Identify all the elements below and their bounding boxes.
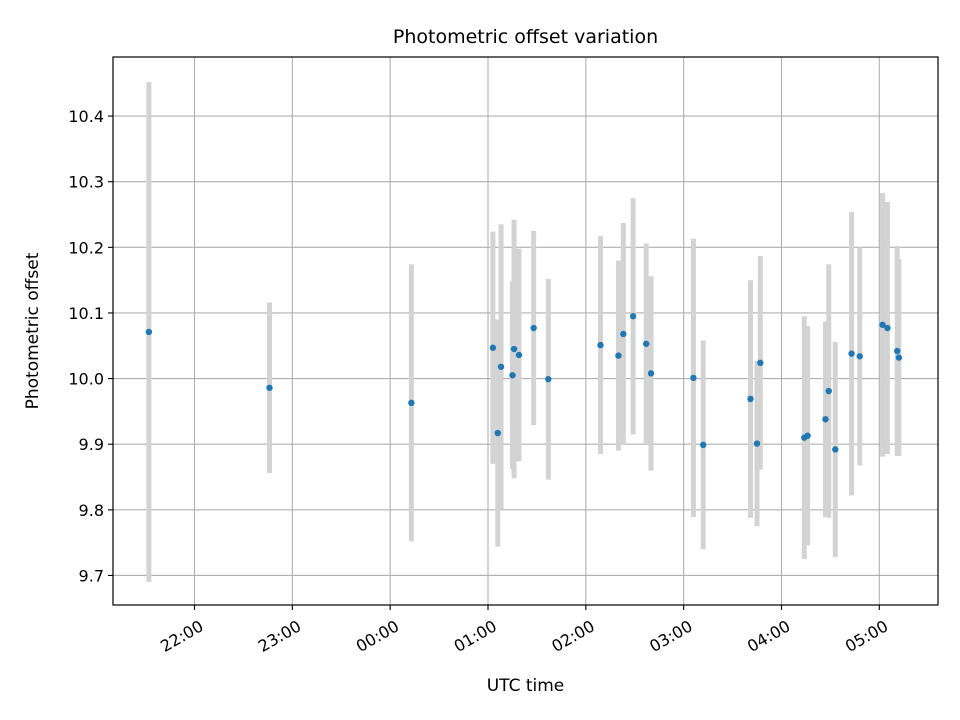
data-point	[884, 324, 891, 332]
data-point	[895, 354, 903, 361]
data-point	[856, 353, 863, 360]
y-tick-label: 9.9	[79, 435, 104, 454]
data-point	[545, 376, 552, 383]
y-tick-label: 9.7	[79, 566, 104, 585]
y-axis-title: Photometric offset	[23, 252, 43, 409]
data-point	[530, 324, 537, 332]
data-point	[515, 351, 523, 359]
data-point	[879, 321, 886, 328]
chart-title: Photometric offset variation	[393, 26, 658, 48]
data-point	[848, 350, 855, 357]
data-point	[642, 340, 650, 347]
data-point	[647, 370, 655, 377]
data-point	[753, 440, 761, 447]
data-point	[615, 352, 622, 359]
data-point	[597, 341, 604, 349]
data-point	[509, 372, 516, 379]
y-tick-label: 10.2	[68, 238, 104, 257]
plot-frame	[112, 56, 939, 606]
data-point	[747, 395, 754, 403]
data-point	[757, 359, 764, 367]
y-tick-label: 10.4	[68, 107, 104, 126]
data-point	[832, 446, 839, 453]
data-point	[822, 416, 829, 423]
data-point	[408, 399, 415, 407]
data-point	[489, 344, 497, 351]
data-point	[804, 432, 811, 439]
data-point	[497, 363, 505, 370]
data-point	[700, 441, 707, 449]
y-tick-label: 10.0	[68, 370, 104, 389]
data-points	[145, 313, 903, 453]
x-axis-title: UTC time	[487, 676, 565, 696]
y-tick-label: 10.3	[68, 173, 104, 192]
data-point	[620, 330, 627, 338]
data-point	[825, 387, 832, 395]
data-point	[629, 313, 637, 320]
y-tick-label: 10.1	[68, 304, 104, 323]
data-point	[266, 384, 273, 391]
data-point	[510, 345, 518, 353]
data-point	[894, 347, 901, 355]
data-point	[494, 429, 501, 437]
data-point	[145, 328, 153, 336]
y-axis: 9.7 9.8 9.9 10.0 10.1 10.2 10.3 10.4	[68, 107, 113, 585]
y-tick-label: 9.8	[79, 501, 104, 520]
data-point	[690, 374, 697, 382]
grid	[113, 57, 938, 605]
